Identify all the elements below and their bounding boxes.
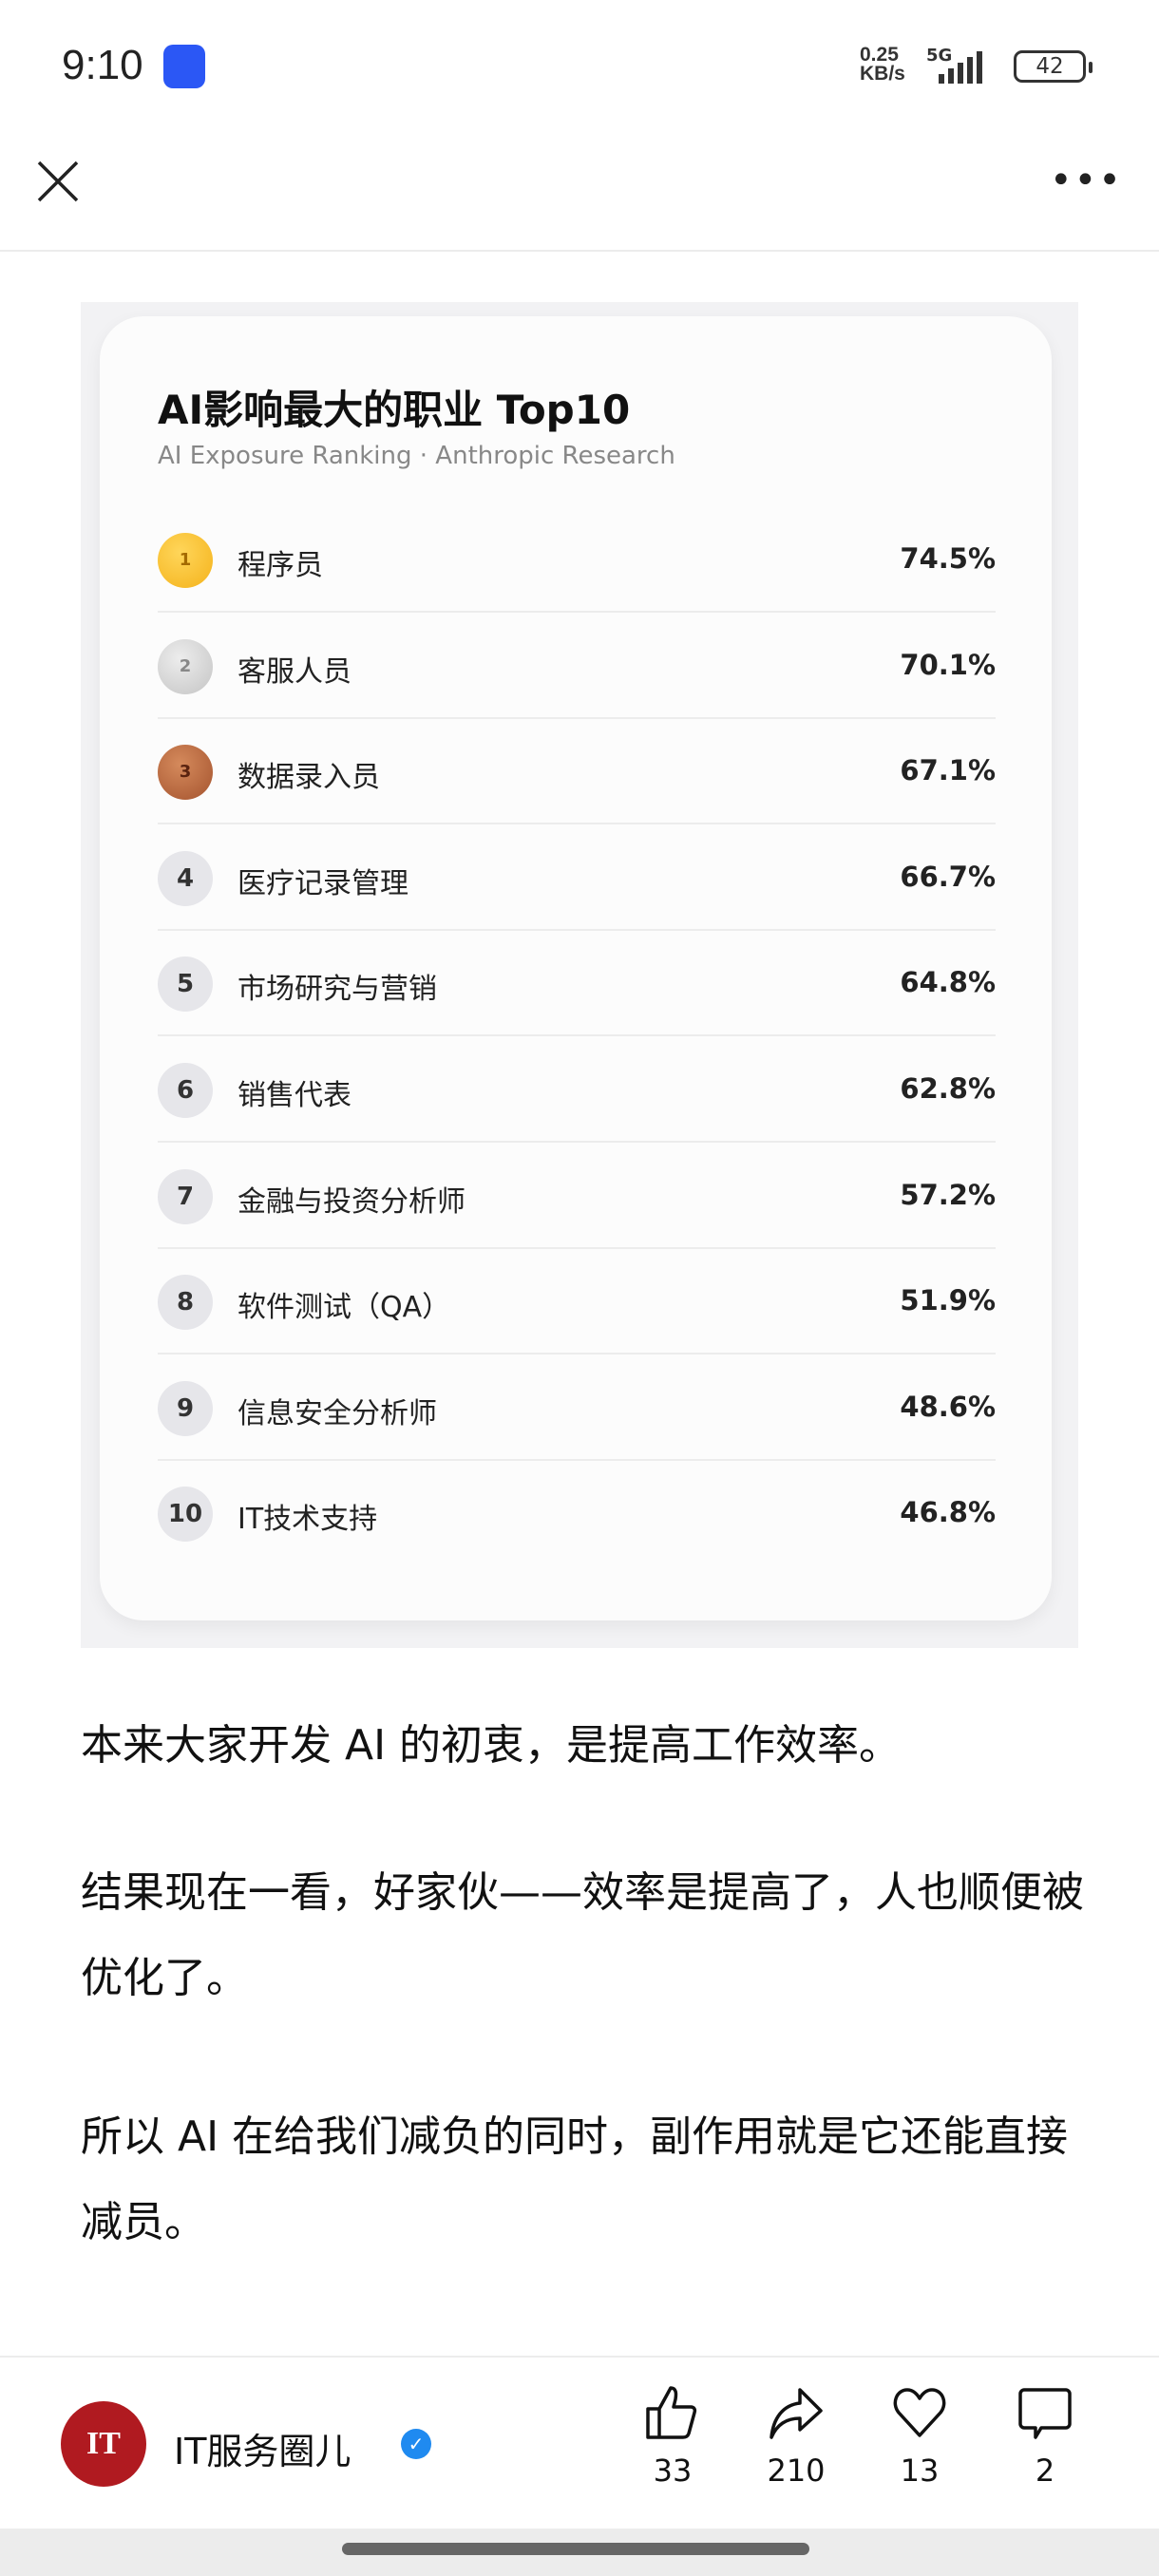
card-title: AI影响最大的职业 Top10 [158, 387, 631, 433]
ranking-row: 2 客服人员 70.1% [158, 614, 996, 719]
row-divider [158, 1246, 996, 1249]
occupation-label: 销售代表 [238, 1079, 352, 1112]
ranking-row: 5 市场研究与营销 64.8% [158, 931, 996, 1037]
thumbs-up-icon [646, 2386, 697, 2439]
exposure-value: 57.2% [900, 1178, 996, 1211]
ranking-row: 9 信息安全分析师 48.6% [158, 1355, 996, 1461]
rank-badge: 10 [158, 1487, 213, 1543]
battery-icon: 42 [1014, 50, 1092, 83]
heart-icon [893, 2388, 946, 2437]
ranking-row: 10 IT技术支持 46.8% [158, 1461, 996, 1566]
paragraph: 所以 AI 在给我们减负的同时，副作用就是它还能直接减员。 [81, 2112, 1069, 2246]
row-divider [158, 1034, 996, 1037]
nav-divider [0, 250, 1159, 252]
like-count: 33 [653, 2453, 693, 2489]
net-speed-value: 0.25 [860, 44, 899, 66]
exposure-value: 62.8% [900, 1072, 996, 1105]
occupation-label: 金融与投资分析师 [238, 1184, 466, 1219]
occupation-label: 程序员 [238, 549, 323, 582]
rank-badge: 5 [158, 957, 213, 1013]
row-divider [158, 1353, 996, 1355]
favorite-count: 13 [900, 2453, 940, 2489]
avatar-text: IT [86, 2426, 121, 2461]
medal-silver-icon: 2 [158, 638, 213, 694]
medal-bronze-icon: 3 [158, 745, 213, 801]
favorite-button[interactable]: 13 [872, 2384, 967, 2489]
avatar[interactable]: IT [61, 2401, 146, 2487]
network-type: 5G [926, 46, 953, 66]
exposure-value: 67.1% [900, 754, 996, 787]
exposure-value: 70.1% [900, 648, 996, 681]
rank-badge: 8 [158, 1275, 213, 1331]
comment-count: 2 [1035, 2453, 1055, 2489]
share-icon [770, 2388, 823, 2439]
occupation-label: 医疗记录管理 [238, 866, 408, 900]
occupation-label: 软件测试（QA） [238, 1291, 451, 1325]
rank-badge: 7 [158, 1168, 213, 1224]
occupation-label: 数据录入员 [238, 761, 380, 795]
author-name[interactable]: IT服务圈儿 [174, 2431, 352, 2472]
ranking-row: 6 销售代表 62.8% [158, 1037, 996, 1143]
occupation-label: 客服人员 [238, 654, 352, 689]
exposure-value: 48.6% [900, 1390, 996, 1423]
net-speed: 0.25 KB/s [860, 44, 905, 85]
like-button[interactable]: 33 [625, 2384, 720, 2489]
exposure-value: 51.9% [900, 1284, 996, 1317]
exposure-value: 74.5% [900, 542, 996, 575]
row-divider [158, 611, 996, 613]
card-subtitle: AI Exposure Ranking · Anthropic Research [158, 442, 675, 470]
row-divider [158, 716, 996, 719]
net-speed-unit: KB/s [860, 63, 905, 85]
comment-button[interactable]: 2 [998, 2384, 1092, 2489]
row-divider [158, 1458, 996, 1461]
share-button[interactable]: 210 [749, 2384, 844, 2489]
ranking-row: 8 软件测试（QA） 51.9% [158, 1249, 996, 1355]
status-time: 9:10 [62, 42, 143, 88]
rank-badge: 4 [158, 850, 213, 906]
verified-badge-icon: ✓ [401, 2429, 431, 2459]
more-icon[interactable]: ••• [1050, 159, 1123, 202]
paragraph: 本来大家开发 AI 的初衷，是提高工作效率。 [81, 1721, 902, 1770]
ranking-row: 3 数据录入员 67.1% [158, 719, 996, 825]
ranking-row: 1 程序员 74.5% [158, 507, 996, 613]
ranking-row: 7 金融与投资分析师 57.2% [158, 1144, 996, 1249]
row-divider [158, 1141, 996, 1143]
occupation-label: IT技术支持 [238, 1503, 378, 1537]
occupation-label: 信息安全分析师 [238, 1396, 437, 1430]
row-divider [158, 823, 996, 825]
signal-icon [929, 51, 998, 84]
ranking-row: 4 医疗记录管理 66.7% [158, 825, 996, 931]
footer-divider [0, 2356, 1159, 2358]
ranking-card [100, 316, 1052, 1620]
exposure-value: 66.7% [900, 860, 996, 893]
occupation-label: 市场研究与营销 [238, 973, 437, 1007]
paragraph: 结果现在一看，好家伙——效率是提高了，人也顺便被优化了。 [81, 1868, 1084, 2002]
comment-icon [1018, 2388, 1072, 2439]
exposure-value: 64.8% [900, 966, 996, 999]
exposure-value: 46.8% [900, 1496, 996, 1529]
rank-badge: 6 [158, 1063, 213, 1118]
rank-badge: 9 [158, 1380, 213, 1436]
medal-gold-icon: 1 [158, 533, 213, 588]
row-divider [158, 928, 996, 931]
close-icon[interactable] [36, 160, 80, 203]
app-notification-icon [163, 45, 205, 88]
share-count: 210 [767, 2453, 826, 2489]
home-indicator[interactable] [342, 2543, 809, 2555]
